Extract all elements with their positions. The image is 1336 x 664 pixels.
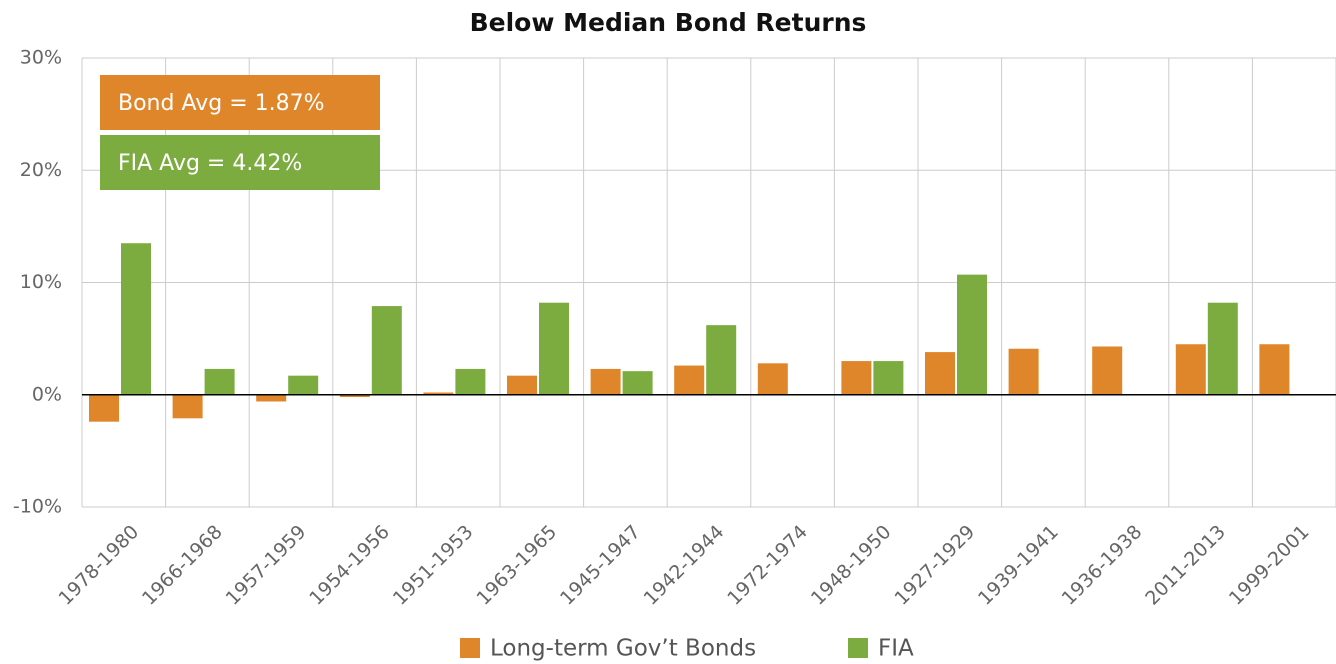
- x-tick-label: 1966-1968: [138, 521, 227, 610]
- bar: [1259, 344, 1290, 395]
- bar: [539, 302, 569, 395]
- bar: [873, 361, 904, 395]
- bar: [622, 371, 653, 395]
- bar: [288, 375, 319, 395]
- bar: [841, 361, 872, 395]
- legend-swatch: [460, 638, 480, 658]
- annotation-text: Bond Avg = 1.87%: [118, 91, 325, 116]
- bar: [256, 394, 287, 402]
- y-tick-label: 20%: [20, 159, 62, 181]
- legend-label: Long-term Gov’t Bonds: [490, 636, 756, 662]
- x-tick-label: 1936-1938: [1058, 521, 1147, 610]
- bar: [507, 375, 537, 395]
- annotation-box: [100, 75, 380, 130]
- bar: [590, 368, 621, 395]
- x-tick-label: 1942-1944: [640, 521, 729, 610]
- y-tick-label: -10%: [13, 496, 62, 518]
- bar: [455, 368, 486, 395]
- bar: [1207, 302, 1238, 395]
- x-tick-label: 1927-1929: [890, 521, 979, 610]
- bar: [674, 365, 705, 395]
- bar: [371, 306, 402, 395]
- x-tick-label: 1978-1980: [54, 521, 143, 610]
- x-tick-label: 1954-1956: [305, 521, 394, 610]
- bar: [204, 368, 235, 395]
- bar: [1175, 344, 1206, 395]
- bar: [706, 325, 737, 395]
- annotation-text: FIA Avg = 4.42%: [118, 151, 302, 176]
- annotation-box: [100, 135, 380, 190]
- y-tick-label: 30%: [20, 47, 62, 69]
- x-tick-label: 1939-1941: [974, 521, 1063, 610]
- chart-title: Below Median Bond Returns: [470, 8, 867, 37]
- bar: [339, 394, 370, 397]
- y-tick-label: 10%: [20, 271, 62, 293]
- bar: [925, 352, 955, 395]
- x-tick-label: 1972-1974: [723, 521, 812, 610]
- bar: [757, 363, 788, 395]
- legend-swatch: [848, 638, 868, 658]
- x-tick-label: 1948-1950: [807, 521, 896, 610]
- x-tick-label: 2011-2013: [1141, 521, 1230, 610]
- x-tick-label: 1945-1947: [556, 521, 645, 610]
- bar: [1008, 348, 1039, 395]
- bar: [423, 392, 454, 395]
- bar: [172, 394, 203, 419]
- x-tick-label: 1957-1959: [222, 521, 311, 610]
- legend-label: FIA: [878, 636, 914, 662]
- x-tick-label: 1999-2001: [1225, 521, 1314, 610]
- bar: [1092, 346, 1123, 395]
- x-tick-label: 1963-1965: [472, 521, 561, 610]
- bar: [89, 394, 119, 422]
- y-tick-label: 0%: [32, 383, 62, 405]
- bar: [121, 243, 151, 395]
- bar: [957, 274, 987, 395]
- x-tick-label: 1951-1953: [389, 521, 478, 610]
